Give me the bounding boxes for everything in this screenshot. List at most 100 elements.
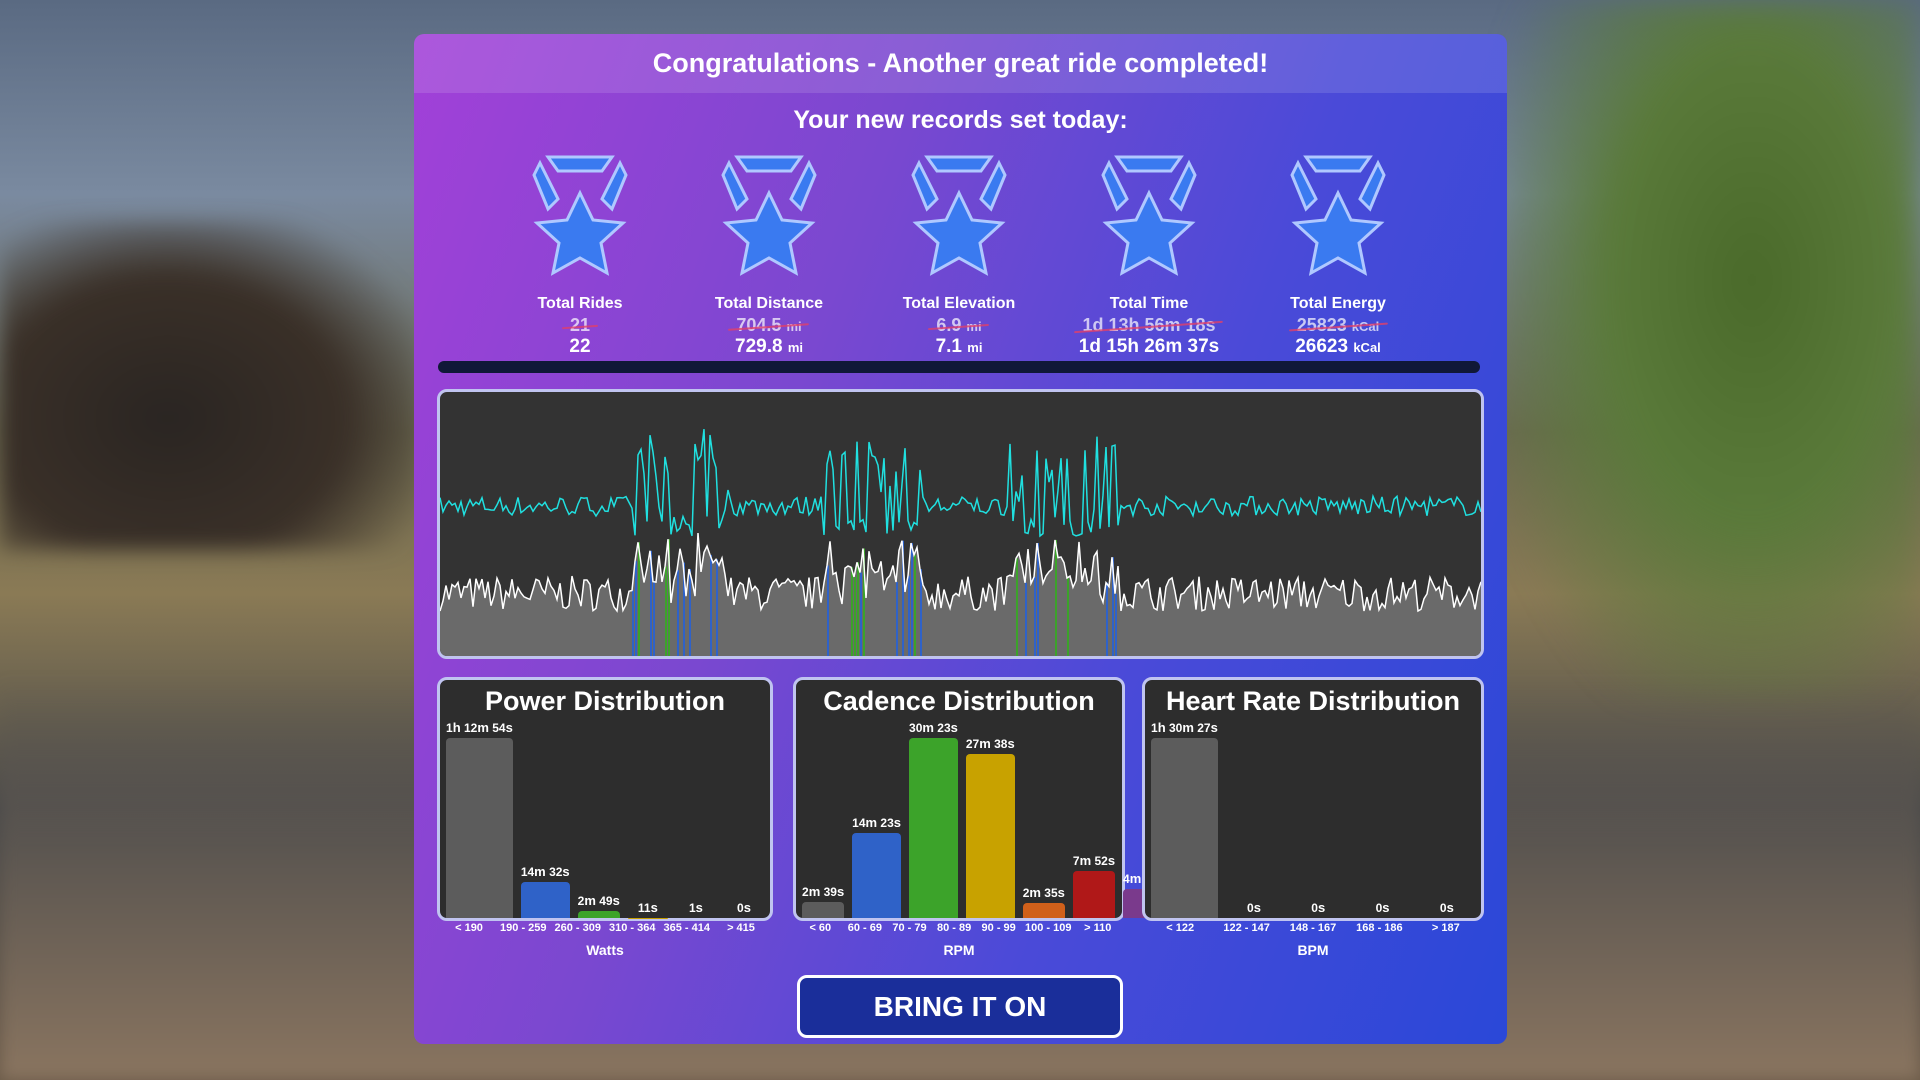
bar-value-label: 1s [688,899,703,915]
zone-bar [863,548,865,656]
zone-bar [1034,576,1036,656]
medal-star-icon [911,155,1007,276]
bar-value-label: 0s [737,900,751,915]
cadence-line [440,429,1481,538]
bar-column: 1s [675,718,716,918]
zone-bar [851,567,853,656]
record-new-value: 26623 kCal [1295,336,1381,357]
record-label: Total Time [1109,295,1189,312]
zone-bar [854,576,856,656]
zone-bar [896,582,898,656]
record-label: Total Distance [714,295,824,312]
record-old-value: 21 [569,315,591,335]
tick-label: > 110 [1084,922,1112,934]
record-new-value: 22 [569,336,591,357]
zone-bar [650,550,652,656]
chart-title: Heart Rate Distribution [1165,686,1461,716]
background-barn [0,220,420,550]
bar-column: 7m 52s [1072,718,1116,918]
zone-bar [665,566,667,656]
axis-label: RPM [943,942,975,958]
tick-label: > 187 [1431,922,1460,934]
bar-value-label: 1h 12m 54s [446,720,513,735]
record-total-distance: Total Distance 704.5 mi 729.8 mi [679,151,859,358]
heart-rate-distribution: Heart Rate Distribution 1h 30m 27s 0s 0s 0s 0… [1142,677,1484,958]
record-old-value: 25823 kCal [1296,315,1380,335]
medal-star-icon [532,155,628,276]
tick-label: 70 - 79 [892,922,927,934]
zone-bar [920,569,922,656]
zone-bar [689,569,691,656]
zone-bar [683,562,685,656]
record-new-value: 1d 15h 26m 37s [1078,336,1220,357]
bar-value-label: 14m 32s [520,864,570,880]
tick-label: 100 - 109 [1024,922,1072,934]
bar-column: 0s [1354,718,1410,918]
bar [577,911,620,918]
bar-column: 0s [724,718,764,918]
bar-column: 2m 49s [577,718,620,918]
bar-value-label: 0s [1311,900,1326,915]
tick-label: < 60 [809,922,832,934]
tick-label: 260 - 309 [554,922,601,934]
zone-bar [653,581,655,656]
ride-graph-svg [440,429,1481,656]
tick-label: < 122 [1166,922,1195,934]
congrats-title: Congratulations - Another great ride com… [414,34,1507,93]
bar-value-label: 2m 49s [577,893,620,909]
zone-bar [1025,582,1027,656]
bar-value-label: 2m 35s [1022,884,1065,900]
zone-bar [710,554,712,656]
bar [965,754,1015,918]
zone-bar [860,572,862,656]
record-total-energy: Total Energy 25823 kCal 26623 kCal [1248,151,1428,358]
bar-column: 27m 38s [965,718,1015,918]
record-old-value: 6.9 mi [936,315,982,335]
chart-title: Cadence Distribution [823,686,1095,716]
zone-bar [1106,582,1108,656]
record-new-value: 729.8 mi [735,336,803,357]
progress-bar [438,361,1480,373]
zone-bar [908,575,910,656]
bring-it-on-button[interactable]: BRING IT ON [797,975,1123,1038]
bar-value-label: 0s [1439,900,1454,915]
tick-label: 90 - 99 [981,922,1016,934]
bar-column: 2m 35s [1022,718,1065,918]
bar [520,882,570,918]
tick-label: < 190 [455,922,483,934]
zone-bar [857,562,859,656]
tick-label: 60 - 69 [847,922,883,934]
bar-value-label: 0s [1375,900,1390,915]
bar-column: 14m 23s [852,718,902,918]
bar [446,738,513,918]
power-distribution: Power Distribution 1h 12m 54s 14m 32s 2m 49… [437,677,773,958]
zone-bar [914,554,916,656]
power-line [440,532,1481,613]
record-label: Total Rides [537,295,623,312]
bar-value-label: 1h 30m 27s [1151,720,1218,735]
bar-value-label: 0s [1247,900,1261,915]
record-new-value: 7.1 mi [935,336,983,357]
record-old-value: 1d 13h 56m 18s [1082,315,1216,335]
axis-label: BPM [1297,942,1329,958]
bar [909,738,958,918]
bar [802,902,845,918]
ride-graph [437,389,1484,659]
bar-value-label: 7m 52s [1072,853,1116,869]
zone-bar [668,539,670,656]
record-old-value: 704.5 mi [736,315,802,335]
bar-value-label: 14m 23s [852,814,902,830]
cadence-distribution: Cadence Distribution 2m 39s 14m 23s 30m 23s… [793,677,1166,958]
bar-value-label: 11s [637,899,658,915]
zone-bar [827,565,829,656]
bar [852,832,902,918]
bar-column: 0s [1290,718,1346,918]
zone-bar [677,570,679,656]
bar-value-label: 2m 39s [802,884,845,900]
bar-column: 1h 30m 27s [1151,718,1218,918]
records-subtitle: Your new records set today: [793,106,1128,134]
bar-value-label: 30m 23s [909,720,958,735]
bar-column: 14m 32s [520,718,570,918]
bar-column: 1h 12m 54s [446,718,513,918]
record-total-rides: Total Rides 21 22 [490,151,670,358]
